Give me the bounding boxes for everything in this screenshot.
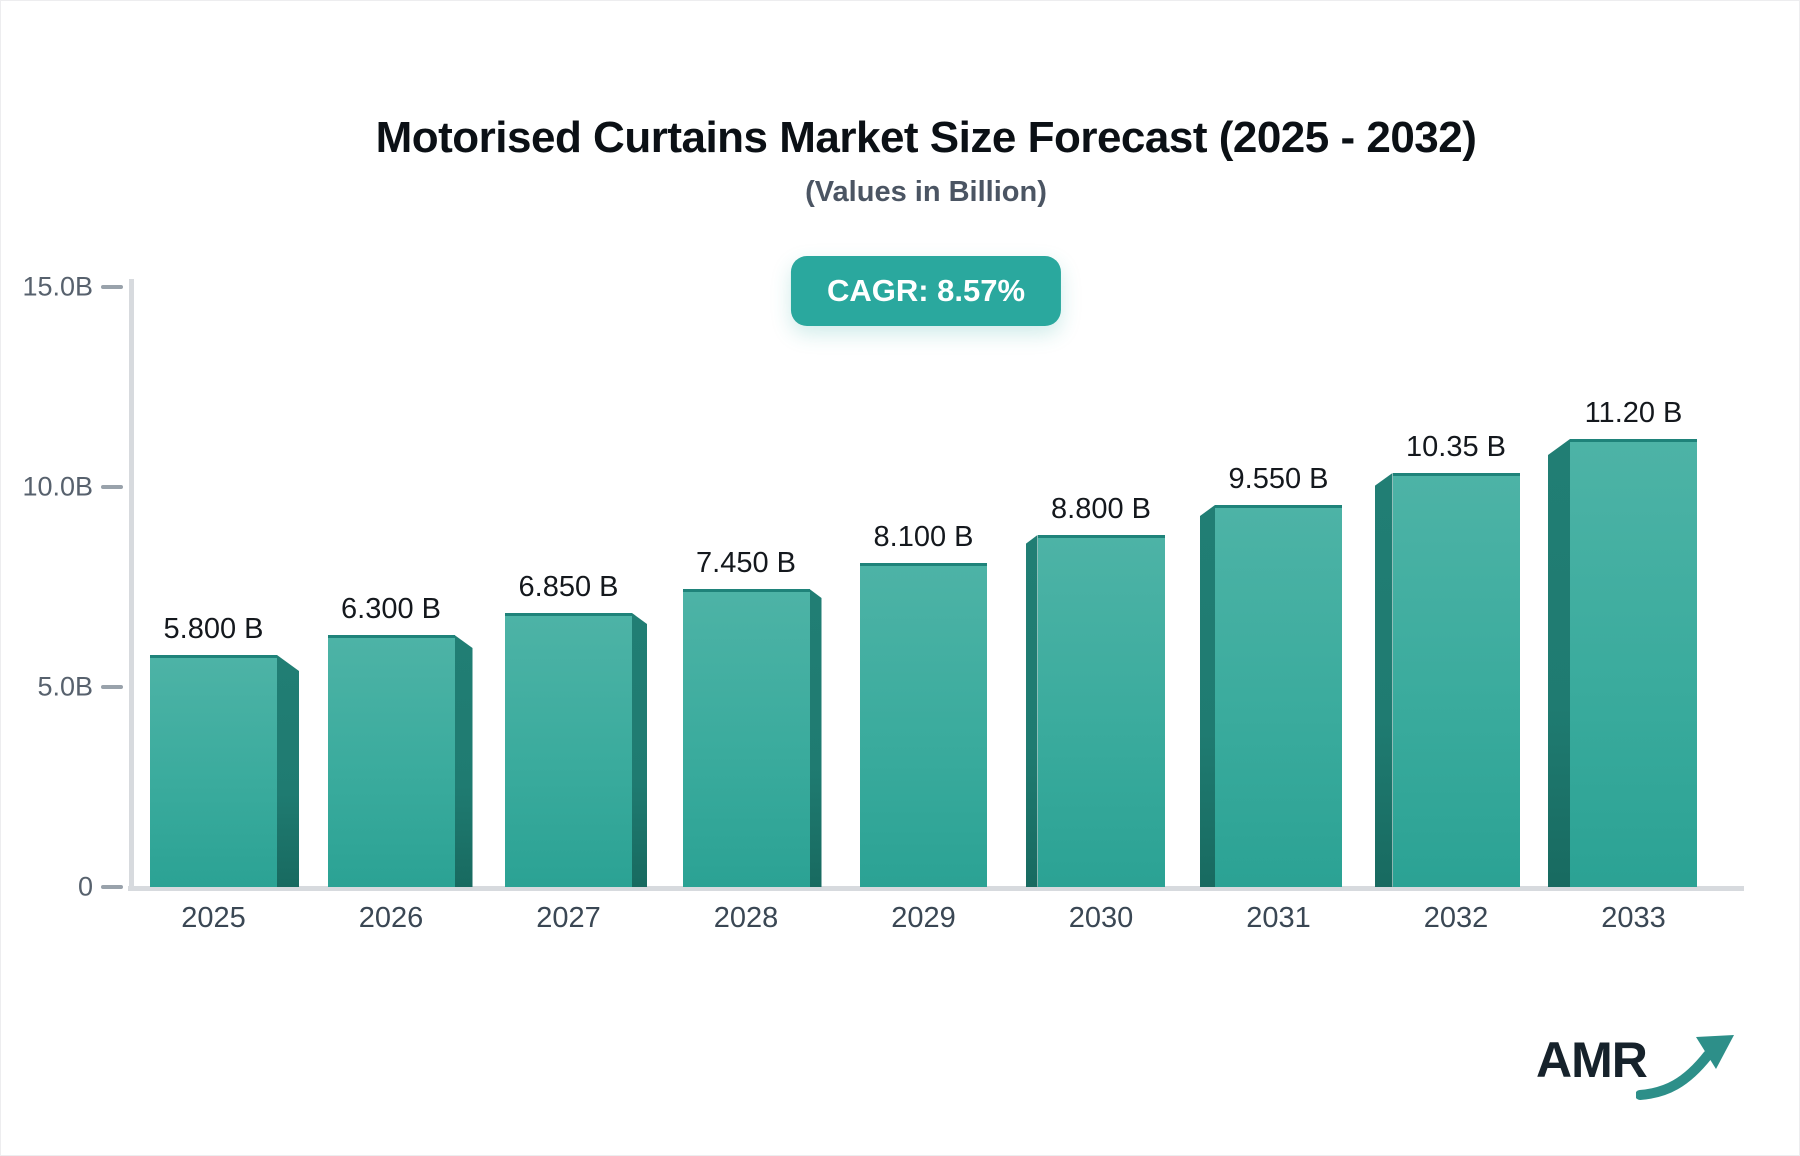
bar-value-label: 10.35 B xyxy=(1406,431,1506,463)
bar-3d-side xyxy=(454,635,473,887)
bar-2026: 6.300 B xyxy=(327,593,473,887)
bar-face xyxy=(1392,473,1520,887)
bar-2028: 7.450 B xyxy=(682,547,822,887)
x-tick-label-2025: 2025 xyxy=(181,902,246,934)
x-axis-line xyxy=(128,886,1744,891)
cagr-badge: CAGR: 8.57% xyxy=(790,256,1062,326)
bar-face xyxy=(505,613,632,887)
bar-value-label: 5.800 B xyxy=(163,613,264,645)
x-tick-label-2029: 2029 xyxy=(891,902,956,934)
bar-2031: 9.550 B xyxy=(1200,463,1342,887)
arrow-swoosh xyxy=(1636,1050,1713,1100)
x-tick-label-2026: 2026 xyxy=(358,902,424,934)
trending-up-arrow-icon xyxy=(1636,1035,1734,1100)
bar-face xyxy=(1037,535,1165,887)
x-tick-label-2032: 2032 xyxy=(1423,902,1489,934)
x-tick-label-2028: 2028 xyxy=(713,902,779,934)
bar-3d-side xyxy=(632,613,647,887)
bar-face xyxy=(1570,439,1697,887)
bar-value-label: 6.300 B xyxy=(341,593,441,625)
y-tick-label: 15.0B xyxy=(22,271,93,302)
bar-2027: 6.850 B xyxy=(505,571,647,887)
y-tick-label: 0 xyxy=(77,871,93,902)
bar-3d-side xyxy=(1374,473,1393,887)
arrow-head xyxy=(1696,1035,1734,1069)
bar-value-label: 7.450 B xyxy=(696,547,796,579)
bar-value-label: 9.550 B xyxy=(1228,463,1329,495)
x-tick-label-2030: 2030 xyxy=(1068,902,1134,934)
bar-2030: 8.800 B xyxy=(1025,493,1165,887)
x-tick-label-2027: 2027 xyxy=(536,902,601,934)
y-tick-dash xyxy=(101,485,123,489)
bar-3d-side xyxy=(1548,439,1570,887)
bar-face xyxy=(327,635,455,887)
bar-face xyxy=(860,563,987,887)
bar-value-label: 11.20 B xyxy=(1584,397,1683,429)
bar-2029: 8.100 B xyxy=(860,521,987,887)
y-tick-dash xyxy=(101,885,123,889)
bar-2032: 10.35 B xyxy=(1374,431,1520,887)
bar-value-label: 8.800 B xyxy=(1051,493,1151,525)
bar-3d-side xyxy=(277,655,299,887)
y-tick-label: 10.0B xyxy=(22,471,93,502)
bar-3d-side xyxy=(1200,505,1215,887)
bar-2025: 5.800 B xyxy=(150,613,299,887)
chart-subtitle: (Values in Billion) xyxy=(805,176,1047,208)
bar-2033: 11.20 B xyxy=(1548,397,1697,887)
page-title: Motorised Curtains Market Size Forecast … xyxy=(375,113,1477,162)
y-tick-dash xyxy=(101,285,123,289)
amr-logo: AMR xyxy=(1536,1031,1736,1111)
x-tick-label-2031: 2031 xyxy=(1246,902,1311,934)
y-tick-dash xyxy=(101,685,123,689)
bar-value-label: 6.850 B xyxy=(518,571,619,603)
x-tick-label-2033: 2033 xyxy=(1601,902,1666,934)
bar-face xyxy=(1215,505,1342,887)
bar-face xyxy=(150,655,277,887)
bar-value-label: 8.100 B xyxy=(873,521,974,553)
bar-3d-side xyxy=(1025,535,1038,887)
amr-logo-text: AMR xyxy=(1536,1032,1648,1088)
bar-face xyxy=(682,589,810,887)
y-tick-label: 5.0B xyxy=(37,671,93,702)
bar-3d-side xyxy=(809,589,822,887)
y-axis-line xyxy=(129,279,134,890)
